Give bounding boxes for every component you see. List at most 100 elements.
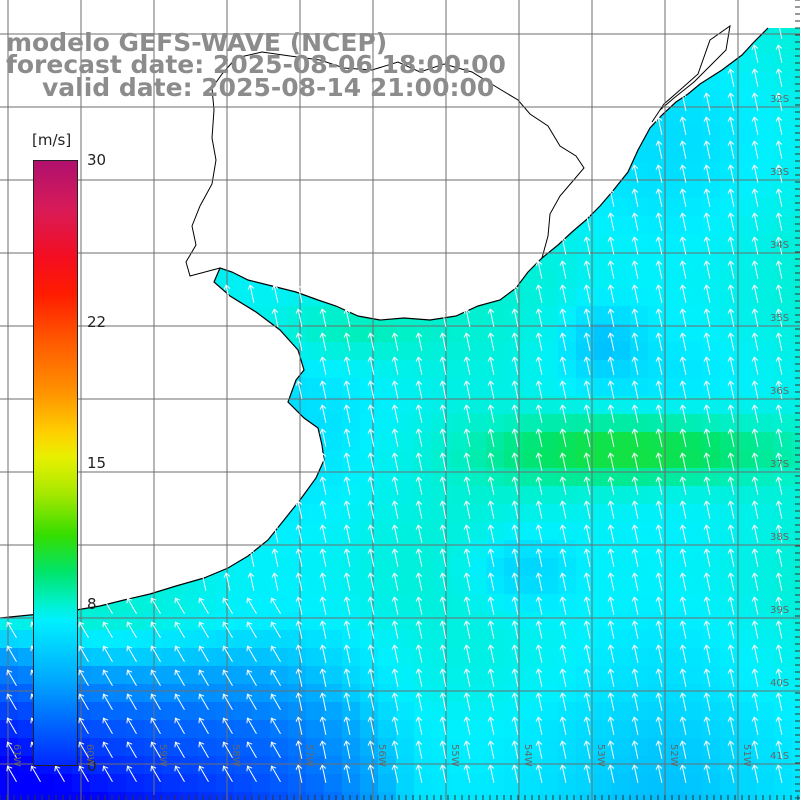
field-cell (738, 756, 756, 774)
wind-arrow (343, 596, 351, 615)
field-cell (468, 738, 486, 756)
field-cell (720, 342, 738, 360)
wind-arrow (679, 164, 687, 183)
wind-arrow (343, 452, 351, 471)
wind-arrow (367, 644, 375, 663)
field-cell (342, 450, 360, 468)
field-cell (468, 792, 486, 800)
field-cell (450, 576, 468, 594)
wind-arrow (487, 620, 495, 639)
field-cell (756, 432, 774, 450)
wind-arrow (343, 740, 351, 759)
field-cell (234, 648, 252, 666)
field-cell (792, 360, 800, 378)
field-cell (450, 738, 468, 756)
wind-arrow (343, 764, 351, 783)
field-cell (792, 468, 800, 486)
latitude-label: 41S (770, 751, 790, 762)
wind-arrow (367, 716, 375, 735)
field-cell (576, 558, 594, 576)
wind-arrow (343, 404, 351, 423)
wind-arrow (607, 308, 615, 327)
field-cell (774, 486, 792, 504)
wind-arrow (463, 716, 471, 735)
field-cell (324, 540, 342, 558)
wind-arrow (727, 356, 735, 375)
field-cell (324, 648, 342, 666)
field-cell (234, 558, 252, 576)
field-cell (792, 612, 800, 630)
field-cell (342, 558, 360, 576)
field-cell (666, 450, 684, 468)
field-cell (684, 468, 702, 486)
wind-arrow (535, 332, 543, 351)
wind-arrow (367, 500, 375, 519)
wind-arrow (727, 452, 735, 471)
wind-arrow (391, 764, 399, 783)
field-cell (342, 540, 360, 558)
field-cell (612, 288, 630, 306)
land-mass (0, 0, 800, 618)
field-cell (432, 324, 450, 342)
field-cell (324, 774, 342, 792)
field-cell (468, 450, 486, 468)
wind-arrow (511, 284, 519, 303)
wind-arrow (559, 428, 567, 447)
field-cell (684, 162, 702, 180)
field-cell (774, 648, 792, 666)
wind-arrow (487, 428, 495, 447)
wind-arrow (78, 645, 89, 663)
wind-arrow (391, 572, 399, 591)
field-cell (666, 234, 684, 252)
field-cell (702, 738, 720, 756)
wind-arrow (391, 428, 399, 447)
wind-arrow (607, 260, 615, 279)
wind-arrow (655, 524, 663, 543)
wind-arrow (391, 716, 399, 735)
wind-arrow (751, 692, 759, 711)
wind-arrow (415, 500, 423, 519)
field-cell (342, 432, 360, 450)
field-cell (612, 468, 630, 486)
field-cell (702, 396, 720, 414)
field-cell (630, 774, 648, 792)
field-cell (18, 702, 36, 720)
field-cell (216, 684, 234, 702)
field-cell (612, 558, 630, 576)
wind-arrow (222, 669, 233, 687)
field-cell (324, 414, 342, 432)
field-cell (468, 774, 486, 792)
wind-arrow (415, 716, 423, 735)
wind-arrow (343, 668, 351, 687)
field-cell (756, 612, 774, 630)
field-cell (414, 558, 432, 576)
field-cell (540, 270, 558, 288)
field-cell (306, 378, 324, 396)
field-cell (594, 738, 612, 756)
wind-arrow (198, 741, 209, 759)
wind-arrow (295, 308, 303, 327)
field-cell (648, 522, 666, 540)
field-cell (612, 432, 630, 450)
latitude-label: 40S (770, 678, 790, 689)
field-cell (450, 414, 468, 432)
field-cell (360, 540, 378, 558)
wind-arrow (78, 669, 89, 687)
wind-arrow (343, 692, 351, 711)
field-cell (468, 666, 486, 684)
field-cell (612, 378, 630, 396)
wind-arrow (751, 644, 759, 663)
field-cell (666, 684, 684, 702)
wind-arrow (703, 428, 711, 447)
field-cell (558, 468, 576, 486)
field-cell (288, 594, 306, 612)
field-cell (288, 540, 306, 558)
field-cell (612, 504, 630, 522)
field-cell (702, 630, 720, 648)
field-cell (720, 198, 738, 216)
wind-arrow (631, 236, 639, 255)
wind-arrow (535, 548, 543, 567)
field-cell (576, 252, 594, 270)
wind-arrow (391, 620, 399, 639)
wind-arrow (775, 260, 783, 279)
